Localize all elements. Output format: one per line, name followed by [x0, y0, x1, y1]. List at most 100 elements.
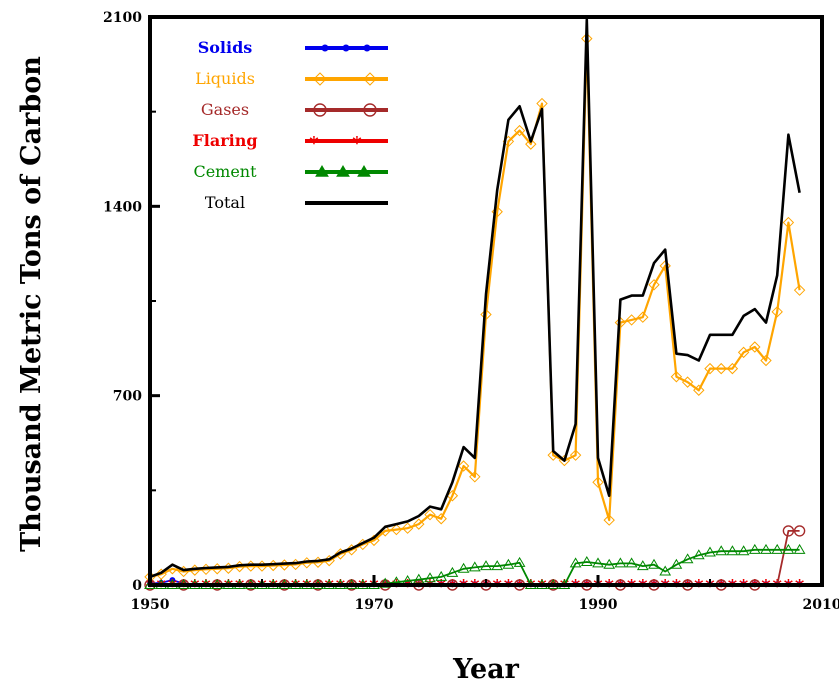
- data-point: [446, 490, 459, 502]
- data-point: [704, 362, 716, 375]
- series-line: [149, 18, 801, 579]
- data-point: [363, 72, 377, 86]
- data-point: [413, 518, 425, 530]
- legend-label: Gases: [201, 100, 249, 119]
- data-point: [457, 562, 470, 573]
- data-point: [692, 549, 705, 560]
- legend: Solids Liquids Gases Flaring * * Cement Total: [192, 38, 388, 212]
- data-point: [424, 572, 436, 583]
- data-point: [321, 44, 329, 52]
- data-point: [315, 165, 329, 177]
- data-point: [760, 543, 772, 554]
- data-point: [636, 560, 649, 571]
- y-tick-label: 2100: [103, 10, 142, 26]
- data-point: [782, 216, 795, 229]
- legend-label: Total: [205, 193, 245, 212]
- data-point: [625, 314, 638, 326]
- data-point: [603, 514, 615, 526]
- data-point: [614, 557, 627, 568]
- y-tick-label: 700: [113, 389, 142, 405]
- data-point: [715, 362, 727, 375]
- data-point: [513, 556, 526, 567]
- data-point: [390, 523, 403, 536]
- y-tick-label: 0: [132, 578, 142, 594]
- data-point: [614, 316, 627, 329]
- data-point: [592, 557, 604, 568]
- data-point: [357, 165, 371, 177]
- data-point: [793, 543, 806, 554]
- data-point: [681, 376, 694, 388]
- data-point: [659, 565, 672, 576]
- x-tick-label: 1950: [131, 597, 170, 613]
- data-point: [313, 72, 327, 86]
- data-point: [502, 558, 515, 569]
- data-point: [625, 557, 638, 568]
- data-point: *: [352, 133, 362, 154]
- data-point: [513, 124, 526, 137]
- legend-item-total: Total: [205, 193, 388, 212]
- data-point: [569, 449, 582, 461]
- data-point: [457, 460, 470, 472]
- x-tick-label: 2010: [803, 597, 839, 613]
- legend-label: Liquids: [195, 69, 255, 88]
- data-point: [760, 354, 772, 367]
- data-point: [659, 260, 671, 272]
- data-point: [648, 279, 660, 291]
- x-tick-label: 1990: [579, 597, 618, 613]
- y-tick-label: 1400: [103, 199, 142, 215]
- data-point: [648, 558, 660, 569]
- data-point: [480, 308, 492, 321]
- data-point: [748, 543, 761, 554]
- data-point: [435, 570, 448, 581]
- axes-layer: 0 700 1400 2100 1950 1970 1990 2010: [103, 10, 839, 613]
- data-point: [726, 545, 739, 556]
- legend-item-liquids: Liquids: [195, 69, 388, 88]
- x-tick-label: 1970: [355, 597, 394, 613]
- data-point: [737, 545, 750, 556]
- data-point: [704, 546, 716, 557]
- legend-item-cement: Cement: [193, 162, 388, 181]
- x-axis-title: Year: [452, 654, 520, 685]
- legend-item-flaring: Flaring * *: [192, 131, 388, 154]
- data-point: [603, 558, 616, 569]
- data-point: [424, 508, 436, 521]
- data-point: [379, 577, 392, 588]
- legend-label: Cement: [193, 162, 257, 181]
- data-point: [569, 557, 582, 568]
- data-point: [793, 525, 806, 537]
- data-point: [363, 103, 377, 117]
- data-point: [637, 311, 649, 323]
- series-total: [149, 18, 801, 579]
- data-point: [446, 566, 459, 577]
- legend-label: Solids: [198, 38, 253, 57]
- data-point: [313, 103, 327, 117]
- y-axis-title: Thousand Metric Tons of Carbon: [16, 56, 47, 552]
- data-point: [782, 543, 795, 554]
- data-point: [580, 556, 593, 567]
- data-point: [468, 561, 481, 572]
- data-point: [670, 371, 683, 383]
- data-point: [363, 44, 371, 52]
- data-point: [771, 543, 784, 554]
- data-point: [715, 545, 728, 556]
- data-point: [525, 138, 537, 150]
- data-point: [693, 384, 705, 396]
- data-point: [681, 553, 694, 564]
- data-point: [782, 525, 795, 537]
- series-line: [149, 37, 801, 578]
- data-point: [480, 560, 492, 571]
- data-point: [336, 165, 350, 177]
- data-point: [469, 471, 481, 483]
- data-point: [737, 346, 750, 359]
- data-point: [435, 513, 447, 525]
- legend-item-gases: Gases: [201, 100, 388, 119]
- data-point: [491, 560, 504, 571]
- legend-item-solids: Solids: [198, 38, 388, 57]
- data-point: [155, 568, 167, 580]
- data-point: [726, 362, 739, 375]
- data-point: [401, 522, 414, 534]
- data-point: [342, 44, 350, 52]
- data-point: [771, 306, 783, 318]
- legend-label: Flaring: [192, 131, 257, 150]
